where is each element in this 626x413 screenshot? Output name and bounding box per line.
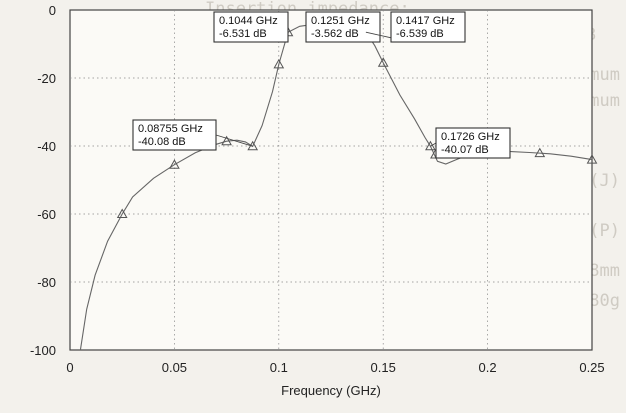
callout-box — [390, 11, 466, 43]
y-tick-label: 0 — [49, 3, 56, 18]
callout-frequency: 0.1726 GHz — [441, 131, 500, 143]
y-tick-label: -100 — [30, 343, 56, 358]
data-point-marker — [221, 135, 232, 146]
x-axis-title: Frequency (GHz) — [281, 383, 381, 398]
callout-level: -40.07 dB — [441, 144, 489, 156]
callout-level: -3.562 dB — [311, 28, 359, 40]
x-tick-label: 0.15 — [371, 360, 396, 375]
x-tick-label: 0 — [66, 360, 73, 375]
x-tick-label: 0.05 — [162, 360, 187, 375]
x-tick-label: 0.25 — [579, 360, 604, 375]
callout-frequency: 0.1044 GHz — [219, 15, 278, 27]
plot-area — [69, 9, 593, 351]
callout-level: -40.08 dB — [138, 136, 186, 148]
y-tick-label: -80 — [37, 275, 56, 290]
callout-3: 0.1251 GHz-3.562 dB — [305, 11, 381, 43]
data-point-marker — [534, 147, 546, 158]
callout-1: 0.08755 GHz-40.08 dB — [132, 119, 253, 151]
y-tick-label: -20 — [37, 71, 56, 86]
tick-labels: 0 0.05 0.1 0.15 0.2 0.25 0 -20 -40 -60 -80 -100 — [30, 3, 605, 375]
callout-frequency: 0.1251 GHz — [311, 15, 370, 27]
data-point-marker — [377, 57, 389, 67]
y-tick-label: -40 — [37, 139, 56, 154]
callout-frequency: 0.08755 GHz — [138, 123, 203, 135]
callout-frequency: 0.1417 GHz — [396, 15, 455, 27]
annotations: 0.08755 GHz-40.08 dB0.1044 GHz-6.531 dB0… — [132, 11, 511, 159]
data-point-marker — [425, 140, 436, 151]
callout-2: 0.1044 GHz-6.531 dB — [213, 11, 289, 43]
x-tick-label: 0.1 — [270, 360, 288, 375]
callout-box — [213, 11, 289, 43]
callout-5: 0.1726 GHz-40.07 dB — [430, 127, 511, 159]
data-point-marker — [169, 159, 180, 169]
data-point-marker — [273, 58, 285, 69]
callout-4: 0.1417 GHz-6.539 dB — [365, 11, 466, 43]
y-tick-label: -60 — [37, 207, 56, 222]
callout-box — [305, 11, 381, 43]
callout-level: -6.539 dB — [396, 28, 444, 40]
callout-box — [435, 127, 511, 159]
callout-leader — [430, 142, 437, 147]
data-point-marker — [586, 154, 598, 164]
data-point-marker — [116, 208, 128, 218]
x-tick-label: 0.2 — [479, 360, 497, 375]
callout-leader — [215, 134, 253, 147]
background-text: 80g — [589, 291, 620, 311]
callout-box — [132, 119, 217, 151]
callout-level: -6.531 dB — [219, 28, 267, 40]
